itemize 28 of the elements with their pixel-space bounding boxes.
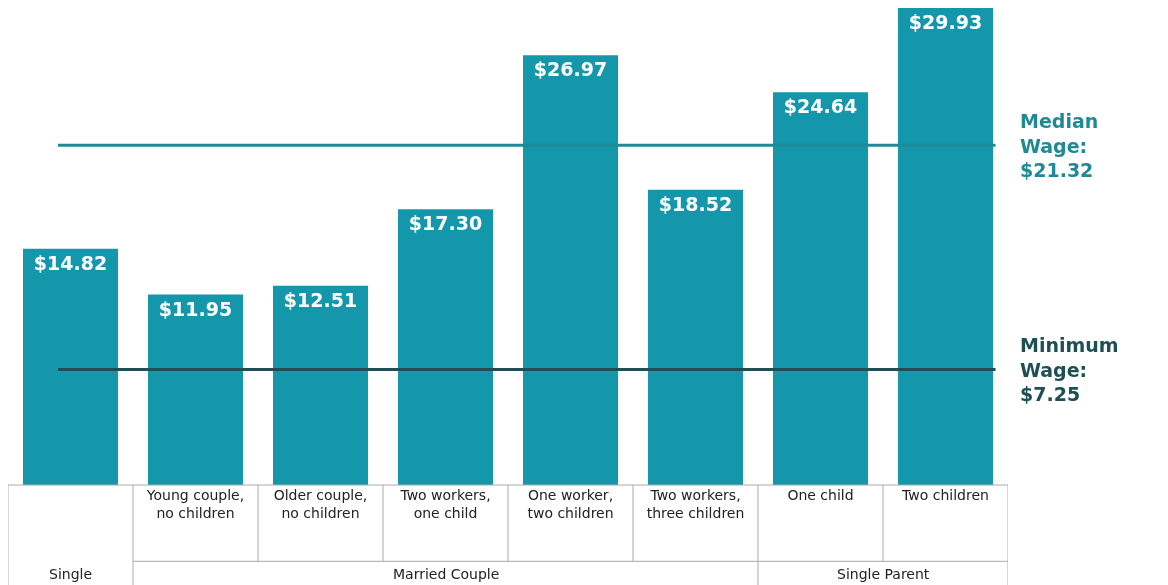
bar — [523, 55, 618, 485]
x-tick-label: Two children — [901, 487, 989, 503]
data-label: $14.82 — [33, 251, 108, 274]
text: Married Couple — [393, 566, 500, 582]
x-tick-label: One child — [787, 487, 854, 503]
ref-line-label: Minimum Wage: $7.25 — [1020, 334, 1119, 406]
bar — [398, 209, 493, 485]
x-tick-label: Older couple, no children — [273, 487, 368, 522]
bar — [773, 92, 868, 485]
x-tick-label: Two workers, one child — [399, 487, 491, 522]
bar — [898, 8, 993, 485]
data-label: $18.52 — [658, 192, 733, 215]
ref-line-label: Median Wage: $21.32 — [1020, 110, 1099, 182]
x-tick-label: Two workers, three children — [646, 487, 745, 522]
bar — [273, 285, 368, 485]
bar — [648, 189, 743, 485]
bar — [23, 248, 118, 485]
data-label: $29.93 — [908, 11, 983, 33]
x-tick-label: Young couple, no children — [145, 487, 245, 522]
data-label: $26.97 — [533, 58, 608, 81]
data-label: $11.95 — [158, 297, 233, 320]
data-label: $12.51 — [283, 288, 358, 311]
data-label: $24.64 — [783, 95, 858, 118]
text: Single Parent — [837, 566, 930, 582]
data-label: $17.30 — [408, 212, 483, 235]
bar — [148, 294, 243, 485]
x-tick-label: One worker, two children — [527, 487, 614, 522]
text: Single — [49, 566, 93, 582]
